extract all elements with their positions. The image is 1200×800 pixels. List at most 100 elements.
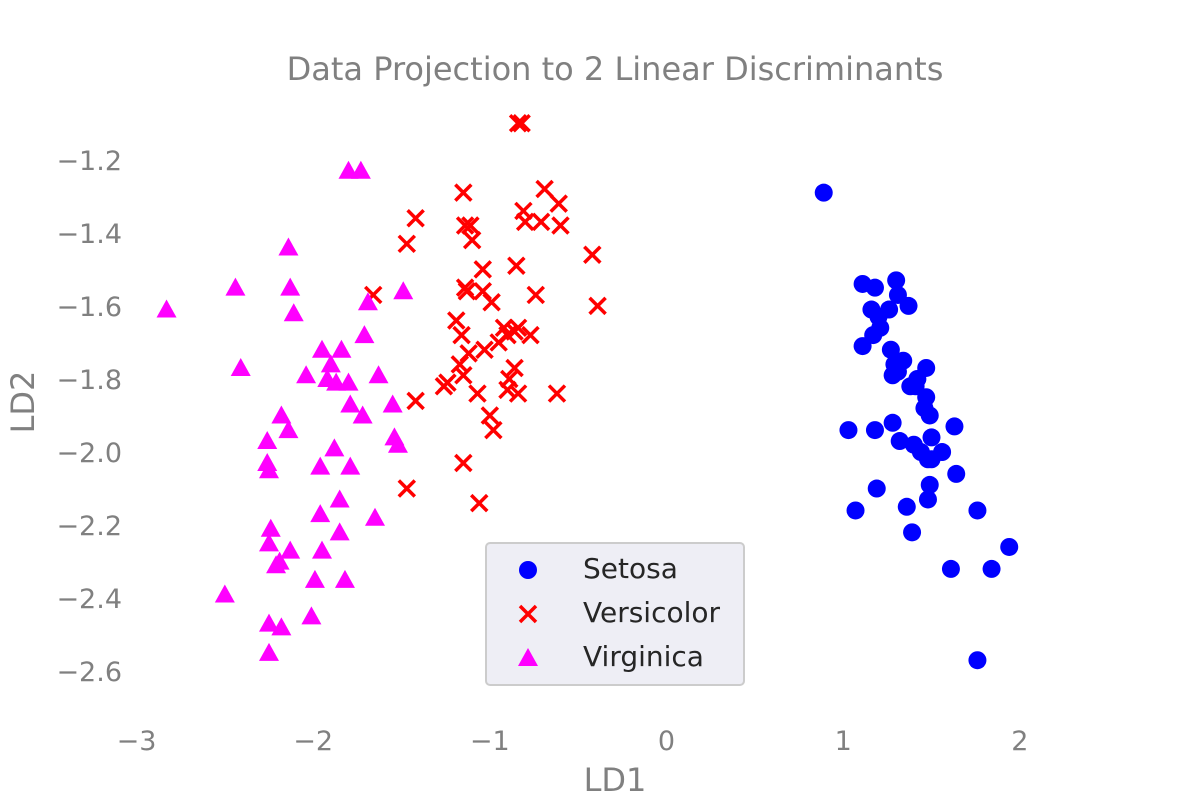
versicolor-point bbox=[461, 216, 480, 235]
y-tick-label: −2.0 bbox=[56, 438, 122, 469]
versicolor-legend-marker bbox=[518, 604, 538, 624]
setosa-point bbox=[880, 300, 899, 319]
virginica-point bbox=[352, 405, 373, 424]
virginica-point bbox=[156, 299, 177, 318]
virginica-legend-marker bbox=[518, 648, 538, 666]
setosa-point bbox=[814, 183, 833, 202]
versicolor-point bbox=[457, 282, 477, 301]
versicolor-point bbox=[484, 420, 503, 440]
versicolor-point bbox=[455, 216, 475, 235]
virginica-point bbox=[296, 365, 317, 384]
x-tick-label: −2 bbox=[293, 726, 333, 757]
virginica-point bbox=[280, 540, 301, 559]
versicolor-point bbox=[468, 384, 487, 403]
versicolor-point bbox=[406, 208, 425, 228]
versicolor-point bbox=[512, 114, 531, 133]
setosa-point bbox=[883, 366, 902, 385]
x-tick-label: −1 bbox=[470, 726, 510, 757]
versicolor-point bbox=[515, 212, 535, 232]
virginica-point bbox=[310, 456, 331, 475]
setosa-point bbox=[871, 318, 890, 337]
setosa-point bbox=[920, 475, 939, 494]
y-tick-label: −1.8 bbox=[56, 365, 122, 396]
virginica-point bbox=[368, 365, 389, 384]
virginica-point bbox=[365, 507, 385, 526]
virginica-point bbox=[357, 292, 378, 311]
virginica-point bbox=[340, 456, 361, 475]
virginica-point bbox=[225, 277, 246, 296]
versicolor-point bbox=[447, 311, 466, 330]
virginica-point bbox=[312, 540, 332, 559]
setosa-point bbox=[908, 369, 927, 388]
versicolor-point bbox=[469, 493, 489, 513]
versicolor-point bbox=[521, 325, 540, 345]
series-versicolor bbox=[363, 114, 607, 513]
setosa-point bbox=[883, 413, 902, 432]
x-axis-label: LD1 bbox=[584, 761, 647, 799]
versicolor-point bbox=[454, 453, 473, 473]
virginica-point bbox=[271, 617, 292, 636]
virginica-point bbox=[280, 277, 301, 296]
y-tick-label: −2.2 bbox=[56, 511, 122, 542]
versicolor-point bbox=[549, 194, 568, 213]
setosa-point bbox=[897, 497, 916, 516]
versicolor-point bbox=[535, 179, 554, 199]
setosa-point bbox=[982, 559, 1001, 578]
y-axis-ticks: −1.2 −1.4 −1.6 −1.8 −2.0 −2.2 −2.4 −2.6 bbox=[56, 146, 122, 688]
versicolor-point bbox=[489, 333, 508, 352]
versicolor-point bbox=[588, 296, 607, 316]
x-axis-ticks: −3 −2 −1 0 1 2 bbox=[117, 726, 1029, 757]
virginica-point bbox=[354, 325, 375, 344]
setosa-point bbox=[920, 406, 939, 425]
virginica-point bbox=[214, 584, 235, 603]
virginica-point bbox=[259, 613, 279, 632]
setosa-point bbox=[1000, 537, 1019, 556]
setosa-point bbox=[947, 464, 966, 483]
virginica-point bbox=[329, 522, 350, 541]
versicolor-point bbox=[397, 479, 417, 498]
y-tick-label: −2.6 bbox=[56, 657, 122, 688]
versicolor-point bbox=[551, 216, 570, 235]
y-tick-label: −2.4 bbox=[56, 584, 122, 615]
virginica-point bbox=[257, 431, 278, 450]
versicolor-point bbox=[482, 293, 501, 312]
virginica-point bbox=[334, 569, 355, 588]
virginica-point bbox=[331, 339, 352, 358]
series-setosa bbox=[814, 183, 1019, 670]
versicolor-point bbox=[583, 245, 602, 264]
versicolor-point bbox=[475, 340, 494, 359]
setosa-point bbox=[968, 651, 987, 670]
versicolor-point bbox=[406, 391, 425, 411]
x-tick-label: 1 bbox=[835, 726, 852, 757]
legend-frame bbox=[485, 542, 745, 686]
setosa-point bbox=[839, 421, 858, 440]
versicolor-point bbox=[454, 366, 473, 385]
virginica-point bbox=[320, 354, 341, 373]
versicolor-point bbox=[498, 380, 517, 400]
versicolor-point bbox=[547, 384, 567, 403]
setosa-point bbox=[881, 340, 900, 359]
versicolor-point bbox=[480, 406, 500, 425]
versicolor-point bbox=[505, 358, 524, 378]
versicolor-point bbox=[507, 256, 526, 275]
y-tick-label: −1.2 bbox=[56, 146, 122, 177]
x-tick-label: 0 bbox=[658, 726, 675, 757]
legend-label: Virginica bbox=[583, 640, 704, 673]
versicolor-point bbox=[531, 212, 551, 232]
virginica-point bbox=[230, 357, 251, 376]
setosa-point bbox=[922, 450, 941, 469]
legend-label: Setosa bbox=[583, 552, 678, 585]
versicolor-point bbox=[462, 230, 482, 250]
legend-label: Versicolor bbox=[583, 596, 721, 629]
virginica-point bbox=[259, 642, 279, 661]
virginica-point bbox=[387, 434, 408, 453]
versicolor-point bbox=[526, 285, 546, 305]
setosa-point bbox=[899, 296, 918, 315]
setosa-point bbox=[867, 479, 886, 498]
virginica-point bbox=[278, 420, 299, 439]
setosa-point bbox=[968, 501, 987, 520]
series-virginica bbox=[156, 160, 414, 661]
virginica-point bbox=[329, 489, 350, 508]
virginica-point bbox=[259, 533, 279, 552]
y-tick-label: −1.6 bbox=[56, 292, 122, 323]
